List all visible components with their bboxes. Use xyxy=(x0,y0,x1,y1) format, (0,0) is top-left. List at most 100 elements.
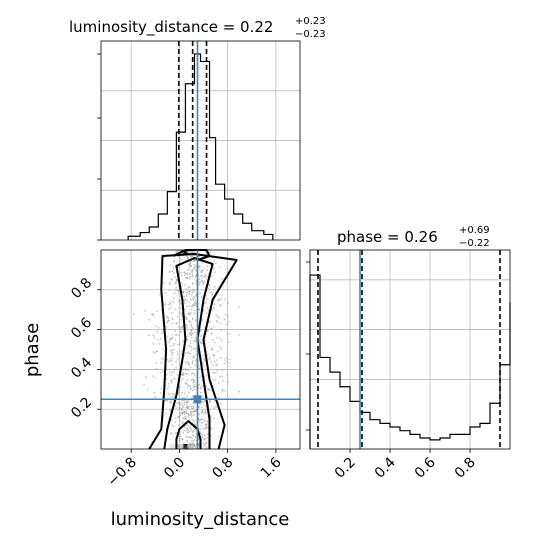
joint-point xyxy=(174,378,177,380)
joint-point xyxy=(171,278,174,281)
joint-point xyxy=(213,353,216,356)
joint-point xyxy=(218,396,220,399)
joint-point xyxy=(198,308,201,311)
joint-point xyxy=(172,301,174,303)
joint-point xyxy=(201,406,204,409)
joint-point xyxy=(187,384,190,387)
joint-point xyxy=(167,303,170,306)
joint-point xyxy=(191,271,193,273)
joint-point xyxy=(191,273,194,275)
joint-point xyxy=(178,402,181,405)
joint-point xyxy=(187,369,190,372)
joint-point xyxy=(178,300,181,303)
joint-point xyxy=(186,269,189,271)
joint-point xyxy=(207,421,209,424)
joint-point xyxy=(153,351,156,354)
joint-point xyxy=(210,327,213,330)
joint-point xyxy=(201,410,203,412)
joint-point xyxy=(194,299,197,302)
joint-point xyxy=(184,367,187,370)
joint-point xyxy=(195,282,198,285)
joint-point xyxy=(191,269,193,271)
joint-point xyxy=(216,321,219,323)
joint-point xyxy=(183,298,186,301)
joint-point xyxy=(215,371,217,374)
joint-point xyxy=(191,275,194,277)
joint-point xyxy=(201,409,204,412)
joint-point xyxy=(180,258,183,261)
joint-point xyxy=(190,443,193,446)
joint-point xyxy=(204,442,207,445)
joint-point xyxy=(193,260,196,262)
joint-point xyxy=(180,407,183,410)
joint-point xyxy=(199,419,201,421)
joint-point xyxy=(192,434,195,436)
joint-point xyxy=(192,255,194,258)
joint-point xyxy=(221,389,224,391)
panel-phase-marginal: 0.2 0.4 0.6 0.8 phase = 0.26 +0.69 −0.22 xyxy=(306,225,511,482)
joint-point xyxy=(187,412,190,415)
joint-point xyxy=(170,379,173,382)
joint-point xyxy=(188,273,191,275)
joint-point xyxy=(164,292,167,294)
joint-point xyxy=(182,446,185,449)
joint-point xyxy=(156,310,158,313)
joint-point xyxy=(204,423,207,426)
joint-point xyxy=(215,406,218,408)
joint-point xyxy=(186,444,189,447)
joint-point xyxy=(179,406,181,409)
joint-point xyxy=(189,404,192,406)
ld-title-text: luminosity_distance = 0.22 xyxy=(69,18,273,37)
joint-point xyxy=(186,446,188,449)
joint-point xyxy=(189,436,191,438)
joint-point xyxy=(194,385,197,388)
ld-title-lower: −0.23 xyxy=(295,29,326,40)
joint-point xyxy=(208,251,211,254)
joint-point xyxy=(190,346,193,349)
joint-point xyxy=(152,343,155,345)
joint-point xyxy=(191,362,194,365)
joint-point xyxy=(206,329,209,331)
joint-point xyxy=(200,422,203,424)
joint-point xyxy=(181,372,184,375)
joint-point xyxy=(184,316,187,319)
joint-point xyxy=(210,348,213,351)
joint-point xyxy=(214,406,217,408)
joint-point xyxy=(220,339,223,341)
joint-point xyxy=(186,404,188,407)
joint-point xyxy=(189,305,191,308)
joint-point xyxy=(190,324,192,327)
joint-point xyxy=(191,283,194,286)
joint-point xyxy=(185,323,188,326)
joint-point xyxy=(183,402,186,404)
joint-point xyxy=(191,395,194,397)
joint-point xyxy=(211,293,214,296)
joint-point xyxy=(167,382,170,385)
joint-point xyxy=(189,342,192,345)
joint-point xyxy=(182,340,185,343)
joint-point xyxy=(213,341,216,344)
joint-point xyxy=(192,260,195,263)
joint-point xyxy=(194,340,197,343)
joint-point xyxy=(206,330,209,333)
joint-point xyxy=(184,417,187,419)
joint-point xyxy=(170,350,172,352)
joint-point xyxy=(185,352,187,354)
joint-point xyxy=(188,264,190,267)
joint-point xyxy=(189,425,192,427)
joint-point xyxy=(171,336,174,339)
joint-point xyxy=(187,431,190,434)
joint-point xyxy=(176,279,178,282)
joint-point xyxy=(181,411,184,414)
joint-point xyxy=(180,435,182,438)
joint-point xyxy=(170,380,172,383)
joint-point xyxy=(201,262,204,264)
joint-point xyxy=(204,411,207,414)
joint-point xyxy=(171,393,174,395)
joint-point xyxy=(215,319,218,322)
joint-point xyxy=(192,410,195,413)
joint-point xyxy=(162,348,165,351)
joint-point xyxy=(162,370,164,373)
joint-point xyxy=(203,302,206,305)
